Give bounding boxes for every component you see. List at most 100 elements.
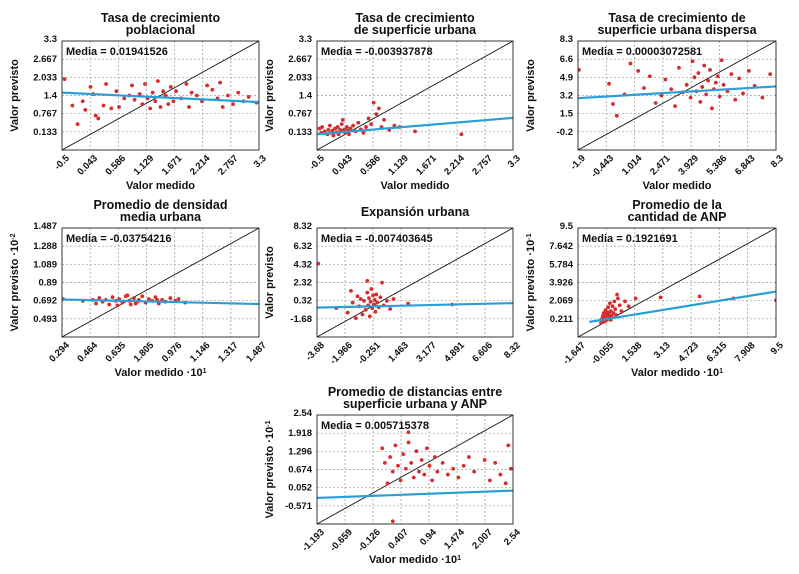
y-tick-label: 1.4 [44, 91, 58, 102]
data-point [647, 74, 652, 79]
data-point [609, 314, 614, 318]
data-point [626, 304, 631, 309]
x-tick-label: 1.317 [216, 340, 241, 365]
data-point [684, 82, 689, 87]
data-point [133, 301, 138, 306]
data-point [351, 123, 356, 128]
data-point [700, 85, 705, 89]
data-point [365, 278, 370, 283]
x-tick-label: 1.129 [132, 153, 157, 178]
plot-frame [577, 227, 777, 338]
y-tick-label: 1.089 [33, 259, 57, 270]
data-point [356, 120, 361, 125]
x-tick-label: 1.146 [188, 340, 213, 365]
data-point [143, 82, 147, 86]
y-tick-label: 8.32 [294, 221, 313, 232]
data-point [358, 297, 363, 301]
data-point [768, 72, 773, 77]
data-point [62, 77, 67, 82]
data-point [493, 460, 498, 465]
data-point [659, 93, 664, 98]
x-axis-exponent: 1 [203, 368, 207, 375]
y-tick-label: 8.3 [560, 34, 573, 45]
data-point [189, 90, 194, 95]
plot-frame [577, 40, 777, 151]
data-point [246, 95, 251, 99]
data-point [628, 61, 633, 66]
data-point [317, 261, 321, 266]
data-point [506, 443, 511, 448]
data-point [413, 129, 417, 134]
identity-line [317, 415, 513, 524]
plot-content [317, 41, 513, 150]
regression-line [62, 91, 259, 104]
data-point [746, 69, 751, 73]
mean-label: Media = 0.01941526 [66, 46, 168, 58]
data-point [330, 128, 335, 133]
data-point [719, 58, 724, 63]
data-point [456, 475, 461, 480]
plot-content [578, 228, 776, 337]
data-point [411, 475, 416, 480]
panel-5: Media = -0.007403645 Expansión urbana -3.6… [264, 205, 523, 367]
y-tick-label: 7.642 [549, 241, 573, 252]
data-point [642, 86, 646, 90]
x-tick-label: 2.54 [502, 527, 523, 548]
data-point [388, 455, 393, 459]
data-point [349, 288, 353, 293]
data-point [345, 310, 350, 315]
data-point [653, 101, 658, 105]
data-point [606, 305, 611, 310]
data-point [601, 311, 606, 315]
x-tick-label: 0.043 [330, 153, 355, 178]
y-tick-label: 0.674 [288, 465, 312, 476]
x-tick-label: 1.671 [160, 153, 185, 178]
y-axis-label: Valor previsto [9, 59, 21, 132]
chart-title: Tasa de crecimiento de [608, 11, 745, 25]
x-tick-label: -0.251 [356, 340, 383, 367]
data-point [326, 128, 331, 132]
y-axis-exponent: -2 [10, 233, 17, 239]
y-tick-label: -0.571 [285, 501, 313, 512]
y-tick-label: 1.5 [560, 109, 574, 120]
data-point [690, 59, 695, 64]
x-tick-label: -1.193 [300, 527, 327, 554]
y-axis-label: Valor previsto ·10-1 [264, 420, 276, 518]
data-point [367, 296, 371, 301]
data-point [115, 303, 120, 308]
data-point [122, 96, 127, 101]
data-point [617, 303, 622, 308]
x-tick-label: 3.929 [676, 153, 701, 178]
x-tick-label: 0.407 [386, 527, 411, 552]
data-point [94, 301, 98, 306]
y-tick-label: 0.133 [33, 127, 57, 138]
data-point [220, 105, 225, 109]
mean-label: Media = -0.003937878 [321, 46, 433, 58]
data-point [698, 100, 703, 104]
x-tick-label: -0.5 [52, 153, 72, 173]
x-tick-label: -0.055 [589, 340, 616, 367]
y-tick-label: 1.918 [288, 428, 312, 439]
data-point [366, 116, 371, 121]
data-point [225, 93, 230, 98]
y-tick-label: 0.767 [33, 109, 57, 120]
data-point [688, 95, 693, 100]
data-point [710, 106, 714, 111]
regression-line [317, 302, 513, 309]
data-point [353, 316, 358, 321]
x-tick-label: 3.3 [506, 153, 523, 170]
data-point [231, 102, 235, 107]
y-tick-label: 3.3 [44, 34, 57, 45]
x-tick-label: 7.908 [733, 340, 758, 365]
x-tick-label: 1.474 [442, 527, 467, 552]
x-tick-label: -0.5 [307, 153, 327, 173]
y-axis-label: Valor previsto [525, 59, 537, 132]
x-tick-label: 3.177 [414, 340, 439, 365]
x-tick-label: -0.126 [356, 527, 383, 554]
y-tick-label: 9.5 [560, 221, 574, 232]
chart-title: Expansión urbana [361, 205, 470, 219]
data-point [372, 298, 377, 302]
x-tick-label: 1.538 [620, 340, 645, 365]
x-tick-label: 4.723 [676, 340, 701, 365]
data-point [663, 77, 668, 82]
